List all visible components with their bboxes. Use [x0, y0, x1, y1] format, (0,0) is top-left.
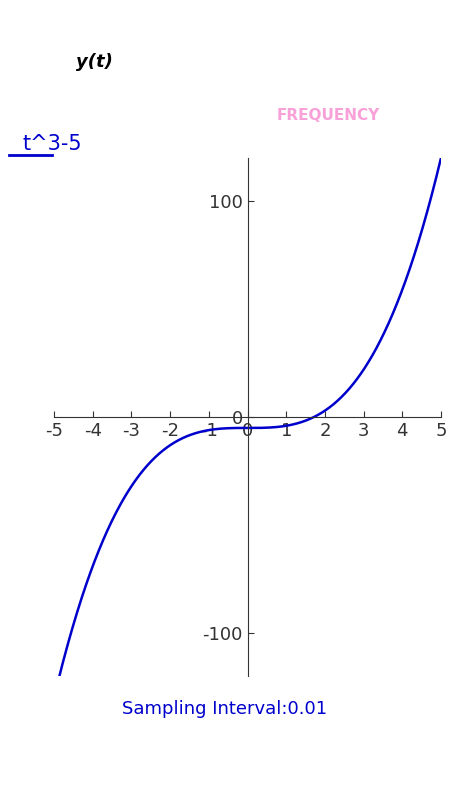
Text: t^3-5: t^3-5 — [22, 134, 82, 154]
Text: ⚙: ⚙ — [223, 54, 236, 70]
Text: ◉: ◉ — [155, 54, 169, 70]
Text: FREQUENCY: FREQUENCY — [277, 108, 380, 123]
Text: ≡: ≡ — [30, 54, 42, 70]
Text: □: □ — [328, 758, 346, 778]
Text: ⋮: ⋮ — [411, 54, 426, 70]
Text: 73%: 73% — [299, 9, 324, 19]
Text: 12:49: 12:49 — [399, 7, 436, 21]
Text: Sampling Interval:0.01: Sampling Interval:0.01 — [122, 700, 328, 718]
Text: ○: ○ — [216, 758, 234, 778]
Text: T: T — [106, 106, 119, 125]
Text: ☜: ☜ — [286, 54, 299, 70]
Text: ◁: ◁ — [105, 758, 120, 778]
Text: ?: ? — [350, 53, 361, 71]
Text: y(t): y(t) — [76, 53, 113, 71]
